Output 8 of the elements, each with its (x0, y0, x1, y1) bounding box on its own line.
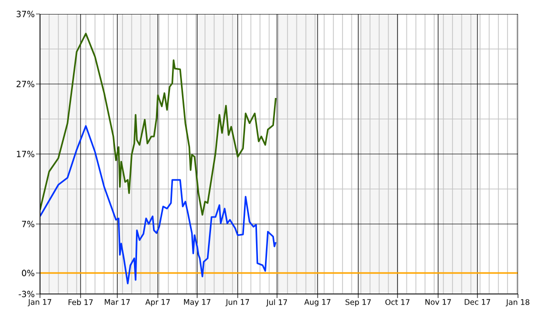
y-tick-label: -3% (18, 290, 34, 298)
y-tick-label: 27% (16, 80, 34, 88)
y-tick-label: 37% (16, 10, 34, 18)
y-tick-label: 0% (22, 270, 34, 276)
y-tick-label: 7% (22, 220, 34, 228)
line-series (40, 32, 277, 216)
y-tick-label: 17% (16, 150, 34, 158)
line-series (40, 125, 277, 284)
